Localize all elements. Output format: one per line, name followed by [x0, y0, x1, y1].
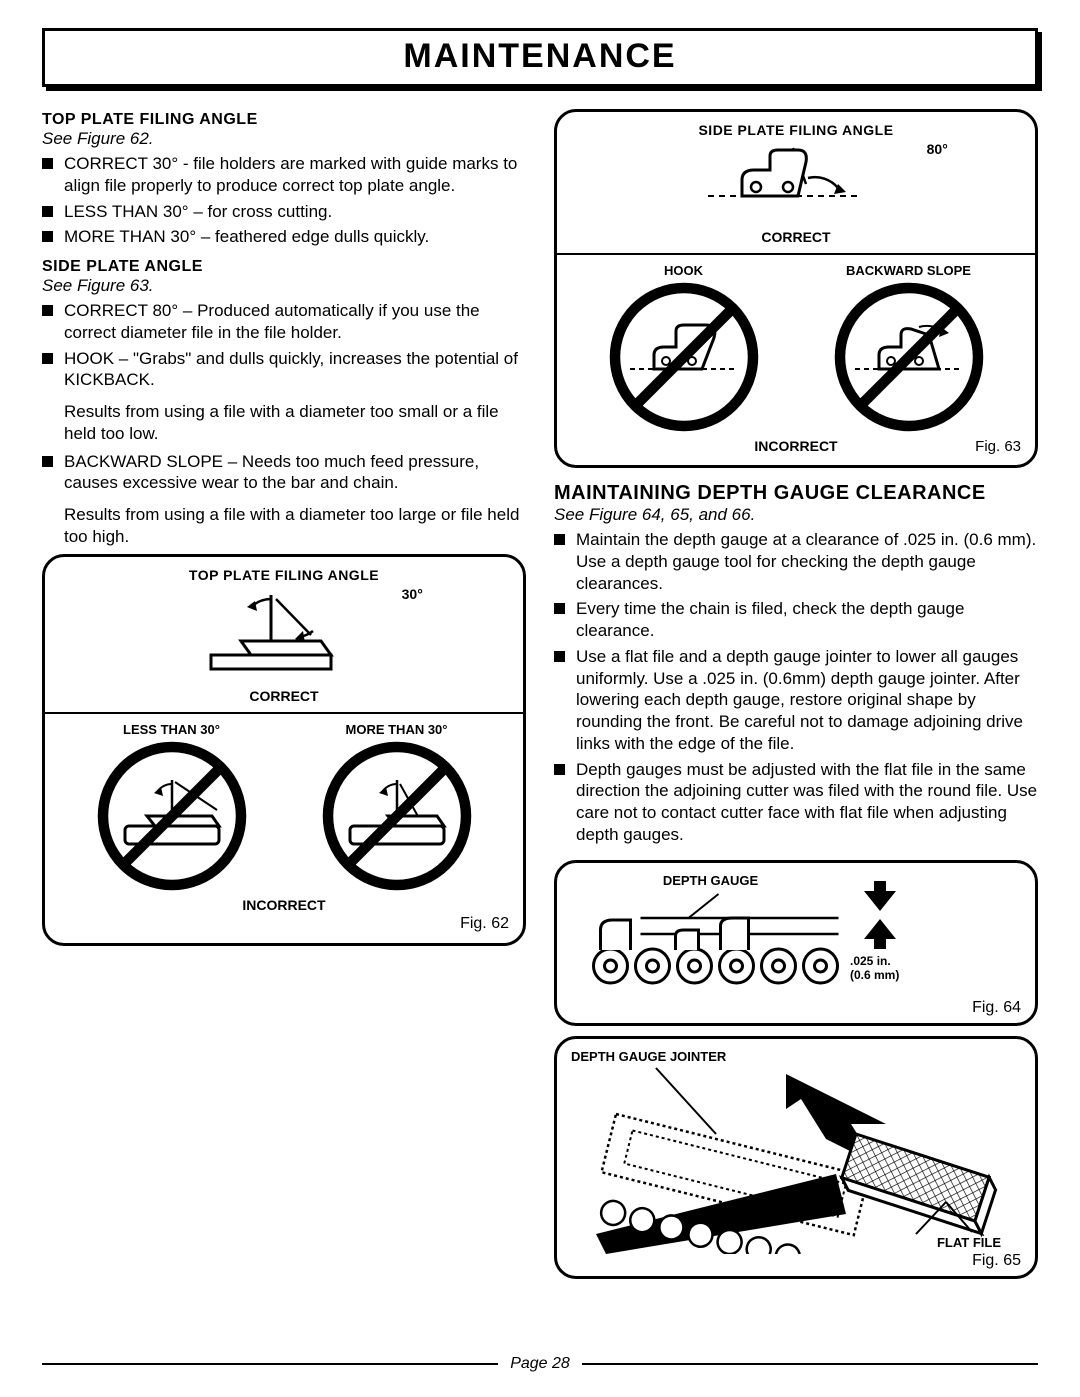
- page-title-banner: MAINTENANCE: [42, 28, 1038, 87]
- fig63-angle: 80°: [927, 141, 948, 157]
- prohibition-icon: [834, 282, 984, 432]
- figure-63-box: SIDE PLATE FILING ANGLE 80° CORRECT: [554, 109, 1038, 468]
- list-item: HOOK – "Grabs" and dulls quickly, increa…: [42, 348, 526, 392]
- fig62-incorrect-label: INCORRECT: [59, 897, 509, 913]
- side-plate-heading: Side Plate Angle: [42, 258, 526, 276]
- page-number: Page 28: [510, 1355, 570, 1373]
- fig64-chain-diagram: [571, 888, 850, 998]
- side-plate-see-figure: See Figure 63.: [42, 276, 526, 296]
- footer-rule: [582, 1363, 1038, 1365]
- footer-rule: [42, 1363, 498, 1365]
- fig62-caption: Fig. 62: [59, 915, 509, 933]
- prohibition-icon: [97, 741, 247, 891]
- list-item: Maintain the depth gauge at a clearance …: [554, 529, 1038, 594]
- fig62-incorrect-row: LESS THAN 30°: [59, 722, 509, 891]
- fig64-meas1: .025 in.: [850, 954, 1021, 968]
- list-item: BACKWARD SLOPE – Needs too much feed pre…: [42, 451, 526, 495]
- fig62-angle: 30°: [402, 586, 423, 602]
- fig64-arrows: [850, 879, 910, 949]
- fig63-correct-diagram: 80°: [571, 138, 1021, 225]
- fig63-incorrect-row: HOOK: [571, 263, 1021, 432]
- fig65-caption: Fig. 65: [571, 1252, 1021, 1270]
- fig62-title: TOP PLATE FILING ANGLE: [59, 567, 509, 583]
- fig63-correct-label: CORRECT: [571, 229, 1021, 245]
- page-title: MAINTENANCE: [45, 37, 1035, 76]
- fig63-left-label: HOOK: [571, 263, 796, 278]
- top-plate-heading: Top Plate Filing Angle: [42, 111, 526, 129]
- list-item: MORE THAN 30° – feathered edge dulls qui…: [42, 226, 526, 248]
- figure-64-box: DEPTH GAUGE: [554, 860, 1038, 1026]
- fig64-meas2: (0.6 mm): [850, 968, 1021, 982]
- fig62-left-label: LESS THAN 30°: [59, 722, 284, 737]
- depth-gauge-list: Maintain the depth gauge at a clearance …: [554, 529, 1038, 846]
- list-item: CORRECT 30° - file holders are marked wi…: [42, 153, 526, 197]
- fig64-top-label: DEPTH GAUGE: [571, 873, 850, 888]
- left-column: Top Plate Filing Angle See Figure 62. CO…: [42, 109, 526, 1279]
- fig65-left-label: DEPTH GAUGE JOINTER: [571, 1049, 1021, 1064]
- fig62-correct-diagram: 30°: [59, 583, 509, 684]
- prohibition-icon: [322, 741, 472, 891]
- fig63-caption: Fig. 63: [838, 438, 1021, 455]
- side-plate-list2: BACKWARD SLOPE – Needs too much feed pre…: [42, 451, 526, 495]
- divider: [557, 253, 1035, 255]
- top-plate-see-figure: See Figure 62.: [42, 129, 526, 149]
- fig62-right-label: MORE THAN 30°: [284, 722, 509, 737]
- depth-gauge-see-figure: See Figure 64, 65, and 66.: [554, 505, 1038, 525]
- top-plate-list: CORRECT 30° - file holders are marked wi…: [42, 153, 526, 248]
- depth-gauge-heading: MAINTAINING DEPTH GAUGE CLEARANCE: [554, 482, 1038, 505]
- list-item: Every time the chain is filed, check the…: [554, 598, 1038, 642]
- side-plate-note2: Results from using a file with a diamete…: [64, 504, 526, 548]
- figure-62-box: TOP PLATE FILING ANGLE 30° CORRECT: [42, 554, 526, 946]
- side-plate-list: CORRECT 80° – Produced automatically if …: [42, 300, 526, 391]
- list-item: Use a flat file and a depth gauge jointe…: [554, 646, 1038, 755]
- prohibition-icon: [609, 282, 759, 432]
- list-item: Depth gauges must be adjusted with the f…: [554, 759, 1038, 846]
- fig62-correct-label: CORRECT: [59, 688, 509, 704]
- fig63-right-label: BACKWARD SLOPE: [796, 263, 1021, 278]
- fig63-incorrect-label: INCORRECT: [754, 438, 837, 454]
- figure-65-box: DEPTH GAUGE JOINTER: [554, 1036, 1038, 1279]
- right-column: SIDE PLATE FILING ANGLE 80° CORRECT: [554, 109, 1038, 1279]
- list-item: CORRECT 80° – Produced automatically if …: [42, 300, 526, 344]
- fig63-title: SIDE PLATE FILING ANGLE: [571, 122, 1021, 138]
- content-columns: Top Plate Filing Angle See Figure 62. CO…: [42, 109, 1038, 1279]
- side-plate-note: Results from using a file with a diamete…: [64, 401, 526, 445]
- page-footer: Page 28: [42, 1355, 1038, 1373]
- fig65-diagram: [571, 1064, 1021, 1254]
- divider: [45, 712, 523, 714]
- list-item: LESS THAN 30° – for cross cutting.: [42, 201, 526, 223]
